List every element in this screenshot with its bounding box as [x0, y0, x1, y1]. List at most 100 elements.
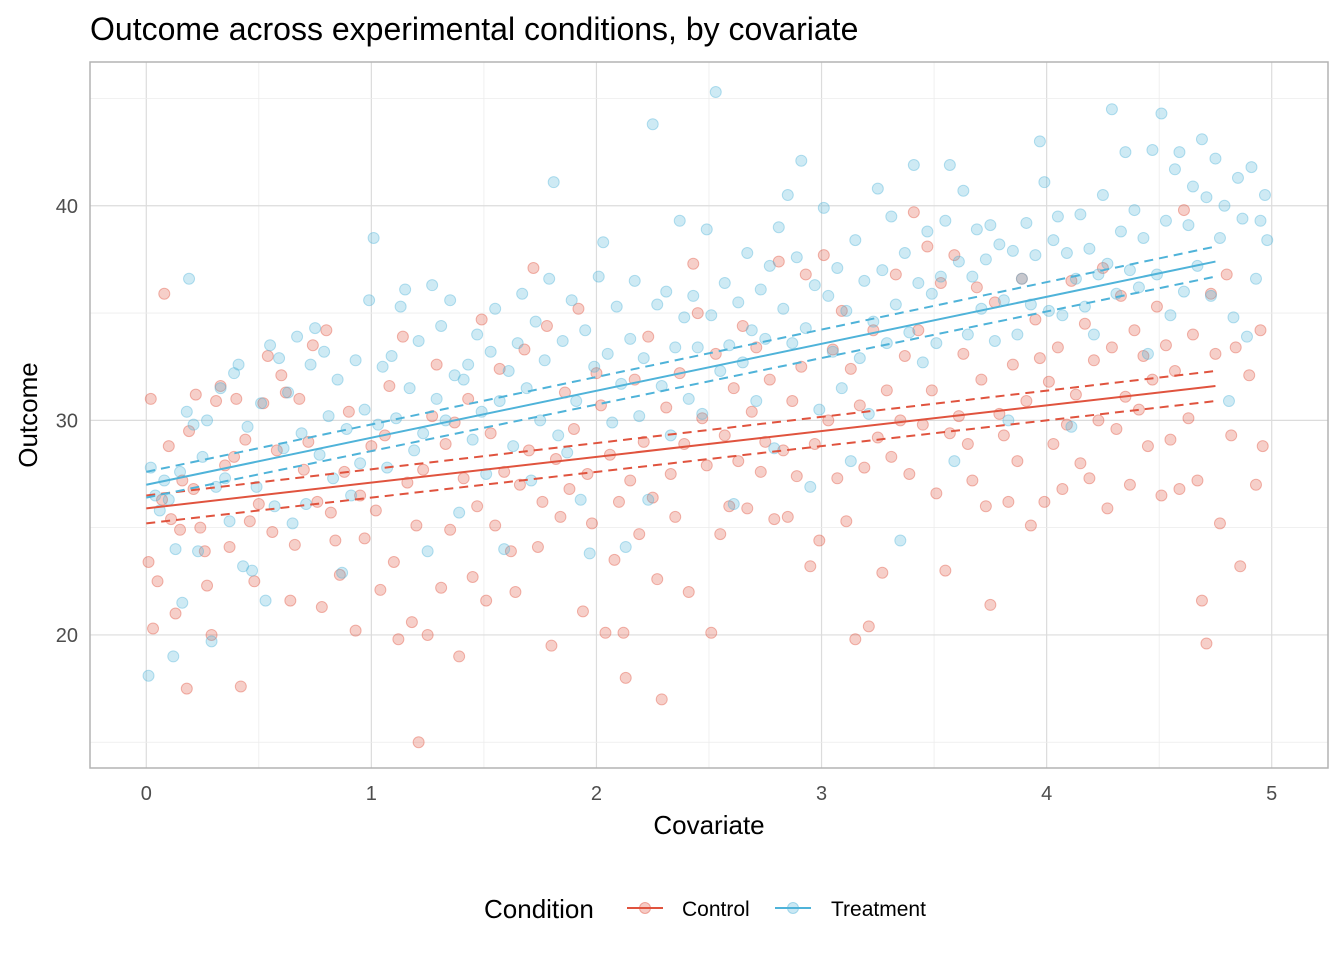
- point-treatment: [862, 407, 875, 420]
- point-control: [369, 504, 382, 517]
- point-treatment: [970, 223, 983, 236]
- point-control: [421, 628, 434, 641]
- point-treatment: [705, 309, 718, 322]
- point-treatment: [1132, 281, 1145, 294]
- point-control: [723, 500, 736, 513]
- point-treatment: [1114, 225, 1127, 238]
- point-treatment: [358, 403, 371, 416]
- point-control: [165, 513, 178, 526]
- point-control: [228, 450, 241, 463]
- point-control: [275, 369, 288, 382]
- point-treatment: [417, 427, 430, 440]
- point-control: [169, 607, 182, 620]
- point-control: [642, 330, 655, 343]
- point-treatment: [466, 433, 479, 446]
- point-control: [383, 380, 396, 393]
- point-treatment: [786, 337, 799, 350]
- point-treatment: [943, 159, 956, 172]
- point-control: [790, 470, 803, 483]
- point-control: [831, 472, 844, 485]
- point-control: [705, 626, 718, 639]
- x-tick-label: 0: [141, 783, 152, 805]
- point-treatment: [1128, 204, 1141, 217]
- point-control: [223, 540, 236, 553]
- point-treatment: [1020, 216, 1033, 229]
- point-treatment: [385, 349, 398, 362]
- point-treatment: [1123, 264, 1136, 277]
- point-treatment: [176, 596, 189, 609]
- point-control: [453, 650, 466, 663]
- point-control: [1069, 388, 1082, 401]
- point-control: [786, 395, 799, 408]
- point-treatment: [1164, 309, 1177, 322]
- point-control: [763, 373, 776, 386]
- point-treatment: [1258, 189, 1271, 202]
- point-treatment: [1083, 242, 1096, 255]
- point-treatment: [687, 289, 700, 302]
- point-treatment: [1177, 285, 1190, 298]
- point-treatment: [619, 540, 632, 553]
- point-treatment: [538, 354, 551, 367]
- point-control: [554, 510, 567, 523]
- y-tick-label: 30: [56, 410, 78, 432]
- point-treatment: [471, 328, 484, 341]
- point-control: [961, 437, 974, 450]
- point-treatment: [304, 358, 317, 371]
- point-control: [925, 384, 938, 397]
- point-treatment: [300, 498, 313, 511]
- data-points: [142, 86, 1274, 749]
- plot-panel-border: [89, 61, 1329, 769]
- point-treatment: [682, 392, 695, 405]
- point-treatment: [624, 332, 637, 345]
- point-treatment: [930, 337, 943, 350]
- point-treatment: [1261, 234, 1274, 247]
- y-axis-title: Outcome: [13, 362, 43, 468]
- point-control: [1155, 489, 1168, 502]
- point-treatment: [808, 279, 821, 292]
- point-treatment: [700, 223, 713, 236]
- point-treatment: [462, 358, 475, 371]
- y-axis-ticks: 20 30 40: [56, 196, 78, 647]
- point-control: [572, 302, 585, 315]
- point-treatment: [534, 414, 547, 427]
- point-treatment: [1033, 135, 1046, 148]
- point-control: [405, 616, 418, 629]
- point-treatment: [255, 397, 268, 410]
- point-treatment: [799, 322, 812, 335]
- point-control: [1047, 437, 1060, 450]
- point-control: [1141, 440, 1154, 453]
- point-control: [795, 360, 808, 373]
- point-treatment: [772, 221, 785, 234]
- point-treatment: [1047, 234, 1060, 247]
- point-treatment: [988, 334, 1001, 347]
- point-treatment: [795, 154, 808, 167]
- point-control: [180, 682, 193, 695]
- point-control: [966, 474, 979, 487]
- point-treatment: [871, 182, 884, 195]
- point-treatment: [907, 159, 920, 172]
- point-control: [696, 412, 709, 425]
- point-control: [489, 519, 502, 532]
- point-control: [687, 257, 700, 270]
- point-treatment: [993, 238, 1006, 251]
- point-treatment: [309, 322, 322, 335]
- point-treatment: [167, 650, 180, 663]
- point-treatment: [961, 328, 974, 341]
- point-treatment: [376, 360, 389, 373]
- point-treatment: [430, 392, 443, 405]
- grid: [90, 62, 1328, 768]
- point-control: [239, 433, 252, 446]
- point-treatment: [646, 118, 659, 131]
- point-treatment: [1195, 133, 1208, 146]
- point-control: [840, 515, 853, 528]
- point-treatment: [957, 184, 970, 197]
- point-control: [230, 392, 243, 405]
- point-control: [637, 435, 650, 448]
- point-treatment: [421, 545, 434, 558]
- point-control: [772, 255, 785, 268]
- point-treatment: [1146, 143, 1159, 156]
- point-treatment: [885, 210, 898, 223]
- point-control: [804, 560, 817, 573]
- point-treatment: [741, 246, 754, 259]
